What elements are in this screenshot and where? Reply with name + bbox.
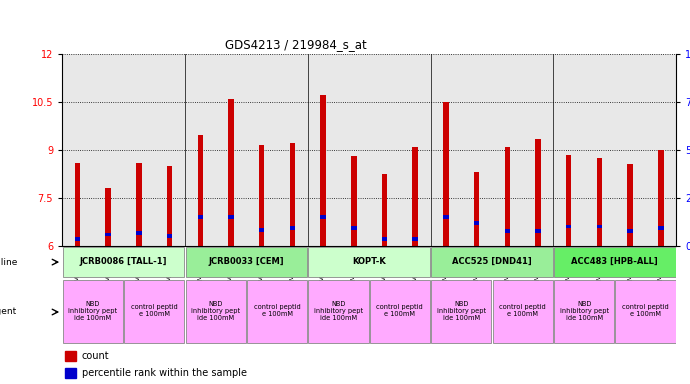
Bar xyxy=(167,234,172,238)
Text: control peptid
e 100mM: control peptid e 100mM xyxy=(377,304,423,317)
Text: NBD
inhibitory pept
ide 100mM: NBD inhibitory pept ide 100mM xyxy=(68,301,117,321)
Bar xyxy=(566,155,571,246)
Bar xyxy=(474,172,480,246)
Bar xyxy=(474,222,480,225)
Bar xyxy=(627,229,633,233)
Bar xyxy=(370,280,430,343)
Title: GDS4213 / 219984_s_at: GDS4213 / 219984_s_at xyxy=(224,38,366,51)
Bar xyxy=(627,164,633,246)
Bar xyxy=(413,237,418,241)
Bar xyxy=(228,215,234,219)
Bar xyxy=(320,95,326,246)
Bar xyxy=(351,156,357,246)
Bar xyxy=(320,215,326,219)
Bar xyxy=(290,143,295,246)
Text: JCRB0086 [TALL-1]: JCRB0086 [TALL-1] xyxy=(80,257,167,266)
Bar xyxy=(186,247,307,277)
Bar xyxy=(597,225,602,228)
Text: count: count xyxy=(81,351,110,361)
Bar xyxy=(63,280,123,343)
Bar xyxy=(308,247,430,277)
Text: NBD
inhibitory pept
ide 100mM: NBD inhibitory pept ide 100mM xyxy=(560,301,609,321)
Bar xyxy=(106,233,111,237)
Text: NBD
inhibitory pept
ide 100mM: NBD inhibitory pept ide 100mM xyxy=(437,301,486,321)
Text: KOPT-K: KOPT-K xyxy=(353,257,386,266)
Bar xyxy=(186,280,246,343)
Bar xyxy=(382,237,387,241)
Bar xyxy=(167,166,172,246)
Bar xyxy=(197,215,203,219)
Text: agent: agent xyxy=(0,308,17,316)
Bar xyxy=(658,226,664,230)
Bar xyxy=(382,174,387,246)
Text: NBD
inhibitory pept
ide 100mM: NBD inhibitory pept ide 100mM xyxy=(314,301,363,321)
Text: control peptid
e 100mM: control peptid e 100mM xyxy=(254,304,300,317)
Text: control peptid
e 100mM: control peptid e 100mM xyxy=(622,304,669,317)
Bar xyxy=(75,162,80,246)
Text: control peptid
e 100mM: control peptid e 100mM xyxy=(500,304,546,317)
Text: control peptid
e 100mM: control peptid e 100mM xyxy=(131,304,177,317)
Bar xyxy=(75,237,80,241)
Text: ACC525 [DND41]: ACC525 [DND41] xyxy=(452,257,532,266)
Bar xyxy=(658,150,664,246)
Bar xyxy=(65,351,76,361)
Bar xyxy=(351,226,357,230)
Bar xyxy=(443,215,448,219)
Bar xyxy=(290,226,295,230)
Bar xyxy=(63,247,184,277)
Bar xyxy=(65,368,76,379)
Bar xyxy=(431,247,553,277)
Bar xyxy=(504,229,510,233)
Bar xyxy=(247,280,307,343)
Bar xyxy=(535,229,541,233)
Bar xyxy=(615,280,676,343)
Bar xyxy=(308,280,368,343)
Bar xyxy=(413,147,418,246)
Bar xyxy=(106,188,111,246)
Bar xyxy=(443,102,448,246)
Bar xyxy=(228,99,234,246)
Bar xyxy=(493,280,553,343)
Bar xyxy=(136,231,141,235)
Bar xyxy=(504,147,510,246)
Bar xyxy=(554,247,676,277)
Bar xyxy=(136,162,141,246)
Bar xyxy=(535,139,541,246)
Bar xyxy=(259,145,264,246)
Bar xyxy=(597,158,602,246)
Bar xyxy=(124,280,184,343)
Bar xyxy=(566,225,571,228)
Text: JCRB0033 [CEM]: JCRB0033 [CEM] xyxy=(208,257,284,266)
Bar xyxy=(259,228,264,232)
Bar xyxy=(197,136,203,246)
Bar xyxy=(554,280,614,343)
Text: NBD
inhibitory pept
ide 100mM: NBD inhibitory pept ide 100mM xyxy=(191,301,240,321)
Text: percentile rank within the sample: percentile rank within the sample xyxy=(81,368,247,378)
Bar xyxy=(431,280,491,343)
Text: cell line: cell line xyxy=(0,258,17,266)
Text: ACC483 [HPB-ALL]: ACC483 [HPB-ALL] xyxy=(571,257,658,266)
